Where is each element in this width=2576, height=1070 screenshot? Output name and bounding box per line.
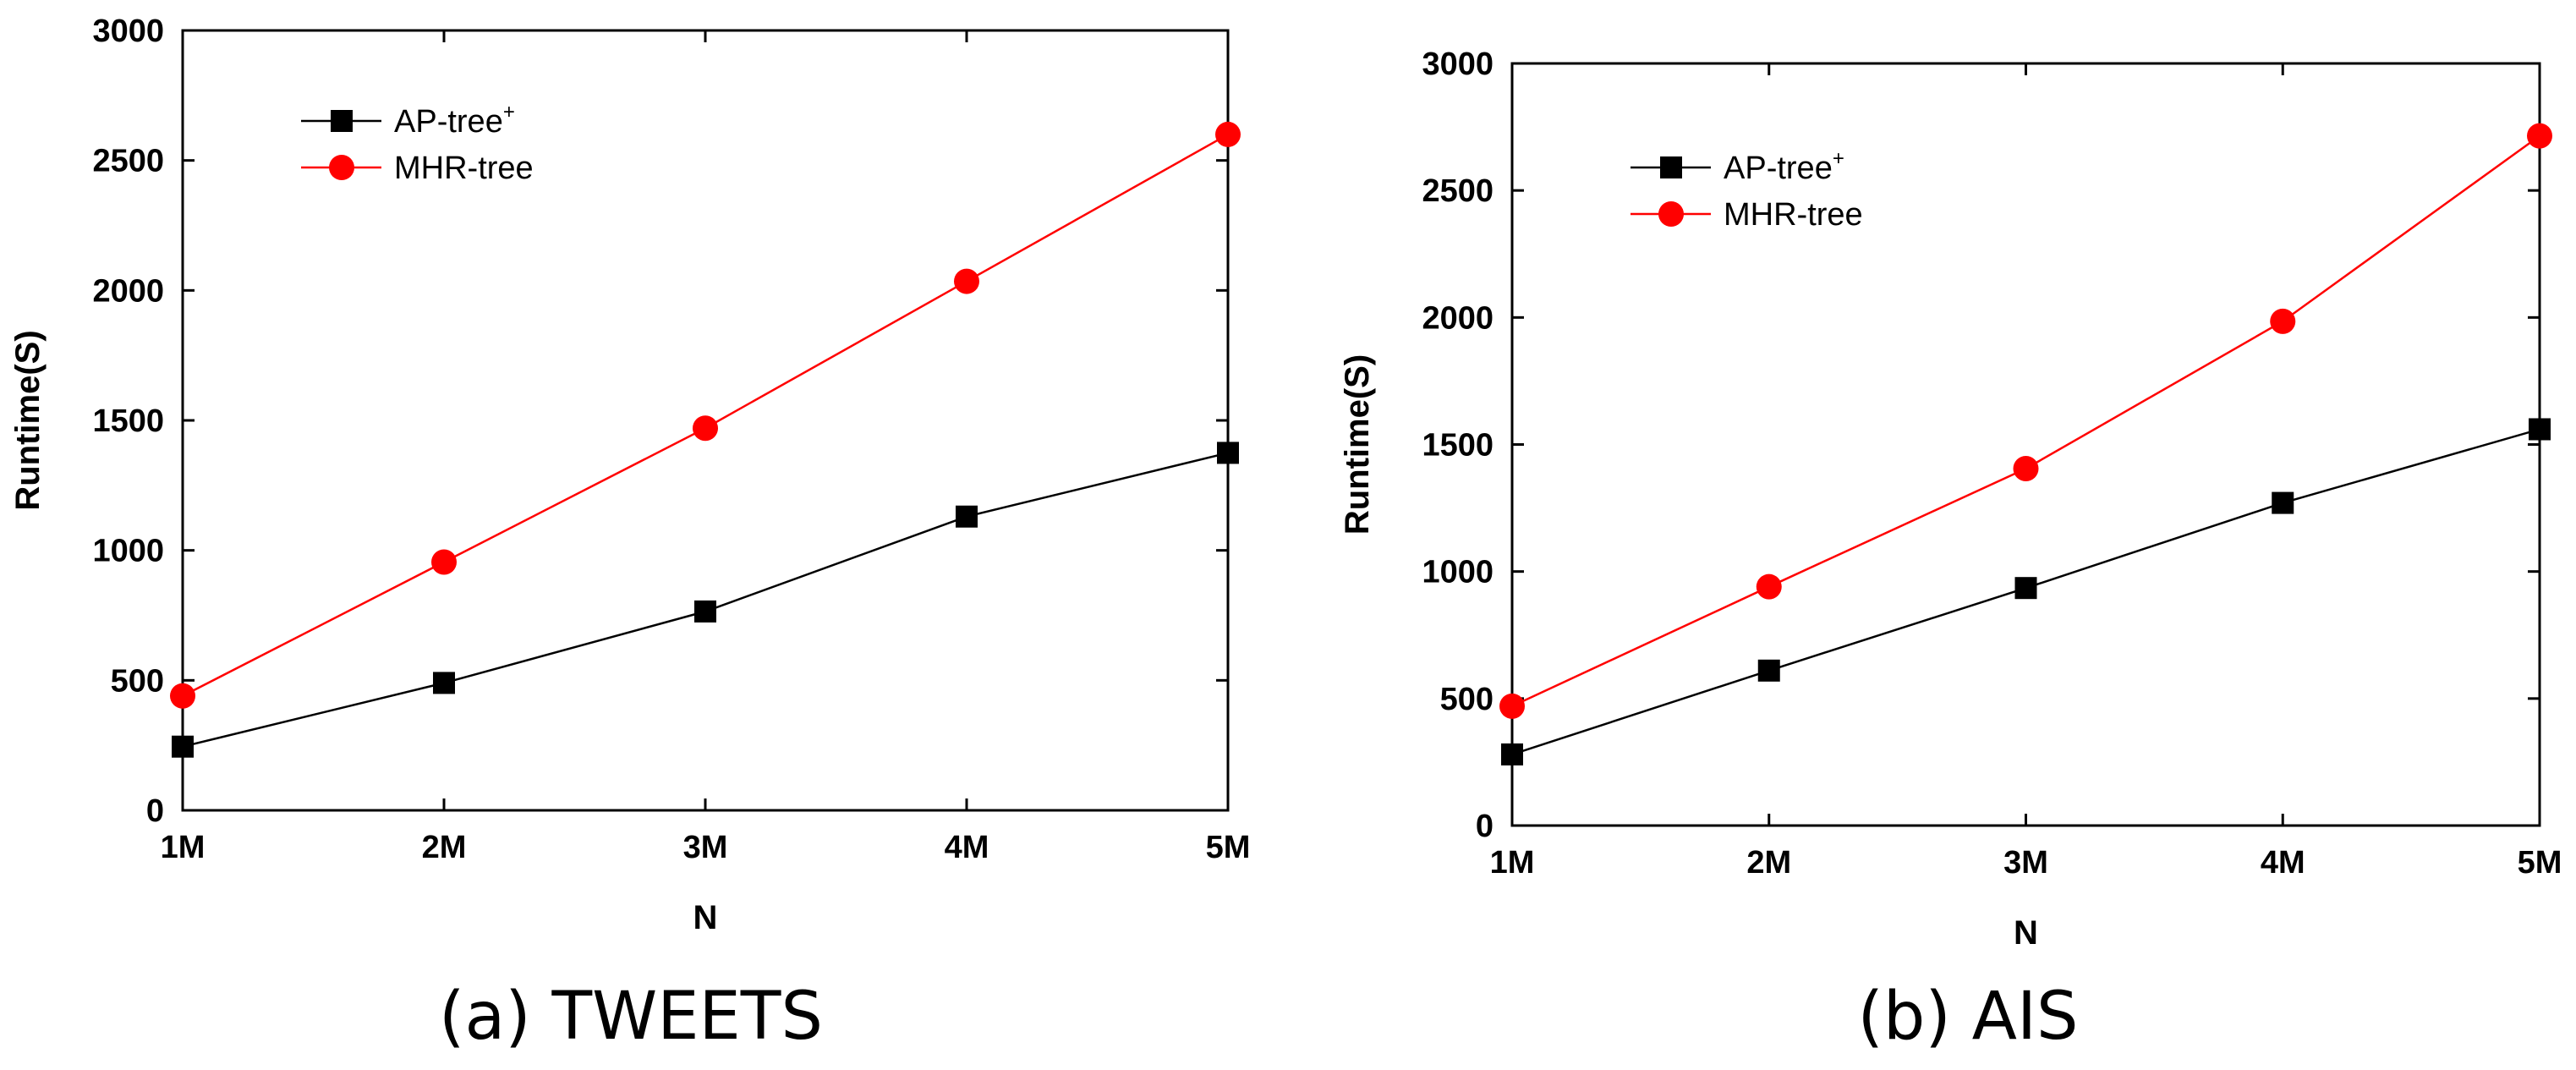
legend-label: MHR-tree	[394, 151, 534, 186]
data-point-square	[1501, 743, 1523, 765]
x-tick-label: 4M	[945, 830, 989, 865]
data-point-circle	[431, 549, 457, 575]
y-tick-label: 3000	[92, 14, 164, 49]
chart-tweets: 0 500 1000 1500 2000 2500 3000 1M 2M 3M 4M 5M N Runti…	[9, 14, 1250, 1055]
x-tick-label: 1M	[161, 830, 206, 865]
data-point-circle	[2013, 456, 2039, 482]
data-point-square	[956, 505, 978, 528]
y-tick-label: 1000	[92, 534, 164, 569]
data-point-circle	[693, 415, 718, 442]
y-tick-label: 1500	[92, 403, 164, 439]
x-axis-title: N	[693, 899, 718, 936]
x-tick-label: 3M	[683, 830, 728, 865]
legend-label-superscript: +	[503, 101, 515, 123]
legend-label: AP-tree+	[394, 101, 515, 140]
data-point-square	[2014, 577, 2037, 600]
series-line	[182, 452, 1229, 748]
data-point-circle	[1499, 693, 1525, 719]
y-tick-label: 2500	[1422, 173, 1494, 209]
data-point-square	[2272, 491, 2294, 514]
data-point-square	[1217, 442, 1239, 464]
y-tick-label: 500	[111, 663, 164, 699]
data-point-square	[1757, 659, 1780, 682]
legend-marker-circle	[329, 155, 354, 180]
data-point-circle	[2527, 123, 2552, 149]
y-tick-label: 2000	[1422, 300, 1494, 336]
data-point-circle	[1215, 121, 1241, 147]
x-tick-label: 4M	[2261, 845, 2305, 881]
data-point-square	[172, 735, 194, 758]
data-point-square	[2529, 418, 2551, 441]
y-axis-title: Runtime(S)	[9, 330, 47, 510]
legend-label: AP-tree+	[1724, 147, 1844, 186]
y-tick-label: 1000	[1422, 555, 1494, 590]
x-tick-label: 5M	[1206, 830, 1251, 865]
x-tick-label: 1M	[1490, 845, 1535, 881]
y-tick-label: 3000	[1422, 47, 1494, 82]
y-tick-label: 0	[1476, 809, 1494, 844]
legend-marker-square	[1660, 156, 1682, 178]
y-tick-label: 1500	[1422, 428, 1494, 464]
subfigure-caption: (b) AIS	[1857, 979, 2078, 1055]
legend-label-superscript: +	[1833, 147, 1844, 170]
x-tick-label: 2M	[1746, 845, 1791, 881]
y-axis-title: Runtime(S)	[1339, 354, 1376, 535]
x-axis-title: N	[2014, 914, 2038, 952]
data-point-circle	[170, 683, 195, 709]
x-tick-label: 3M	[2003, 845, 2048, 881]
y-tick-label: 2000	[92, 273, 164, 309]
data-point-circle	[2270, 308, 2296, 334]
y-tick-label: 500	[1440, 682, 1494, 717]
data-point-square	[433, 672, 455, 694]
data-point-square	[694, 600, 716, 623]
data-point-circle	[954, 268, 979, 294]
legend-label: MHR-tree	[1724, 197, 1863, 233]
x-tick-label: 2M	[422, 830, 467, 865]
chart-ais: 0 500 1000 1500 2000 2500 3000 1M 2M 3M 4M 5M N Runti…	[1339, 47, 2562, 1055]
legend-marker-square	[331, 110, 353, 132]
data-point-circle	[1756, 573, 1782, 600]
y-tick-label: 2500	[92, 144, 164, 179]
legend-marker-circle	[1658, 201, 1684, 227]
subfigure-caption: (a) TWEETS	[439, 979, 823, 1055]
x-tick-label: 5M	[2518, 845, 2562, 881]
y-tick-label: 0	[146, 793, 164, 829]
